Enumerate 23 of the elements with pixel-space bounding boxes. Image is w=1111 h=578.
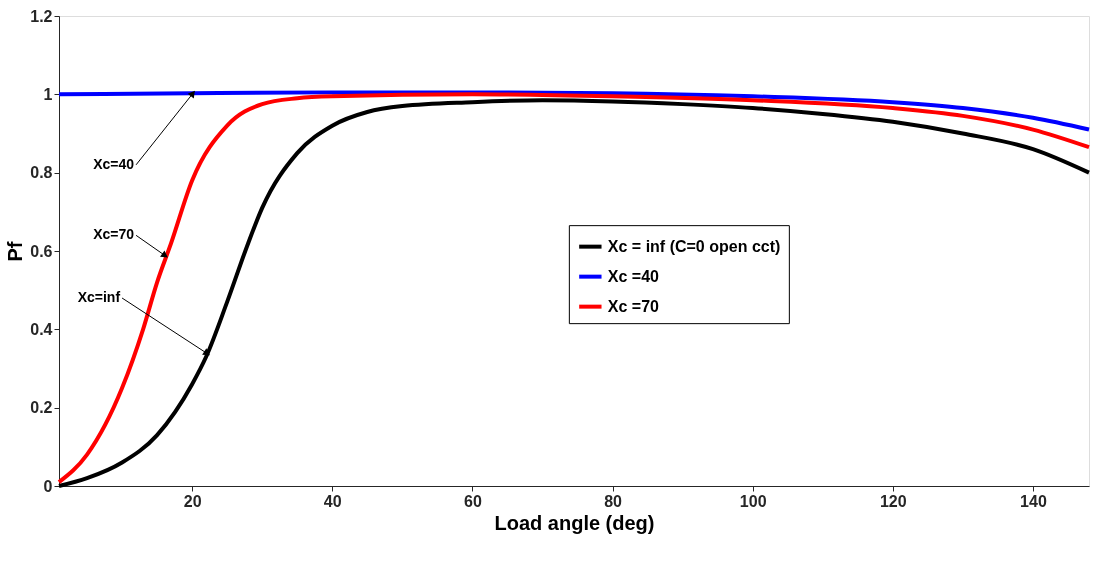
x-tick-label: 20 <box>183 492 202 510</box>
y-tick-label: 0.8 <box>30 164 53 182</box>
x-tick-label: 140 <box>1020 492 1047 510</box>
y-tick-label: 1 <box>43 85 53 103</box>
y-tick-label: 0.4 <box>30 320 53 338</box>
x-tick-label: 120 <box>879 492 907 510</box>
x-tick-label: 100 <box>739 492 767 510</box>
line-series <box>57 90 1091 132</box>
annotation: Xc=inf <box>77 289 121 305</box>
y-tick-label: 1.2 <box>30 7 53 25</box>
x-axis-title: Load angle (deg) <box>494 511 655 534</box>
x-tick-label: 80 <box>604 492 623 510</box>
y-tick-label: 0.6 <box>30 242 53 260</box>
x-tick-label: 60 <box>464 492 482 510</box>
legend-label: Xc =70 <box>607 297 660 315</box>
y-axis-title: Pf <box>4 241 27 262</box>
x-tick-label: 40 <box>323 492 342 510</box>
legend-label: Xc = inf (C=0 open cct) <box>607 237 781 255</box>
annotation: Xc=70 <box>93 226 135 243</box>
y-tick-label: 0 <box>43 477 53 495</box>
legend-label: Xc =40 <box>607 267 660 285</box>
y-tick-label: 0.2 <box>30 399 53 417</box>
annotation: Xc=40 <box>93 155 135 172</box>
